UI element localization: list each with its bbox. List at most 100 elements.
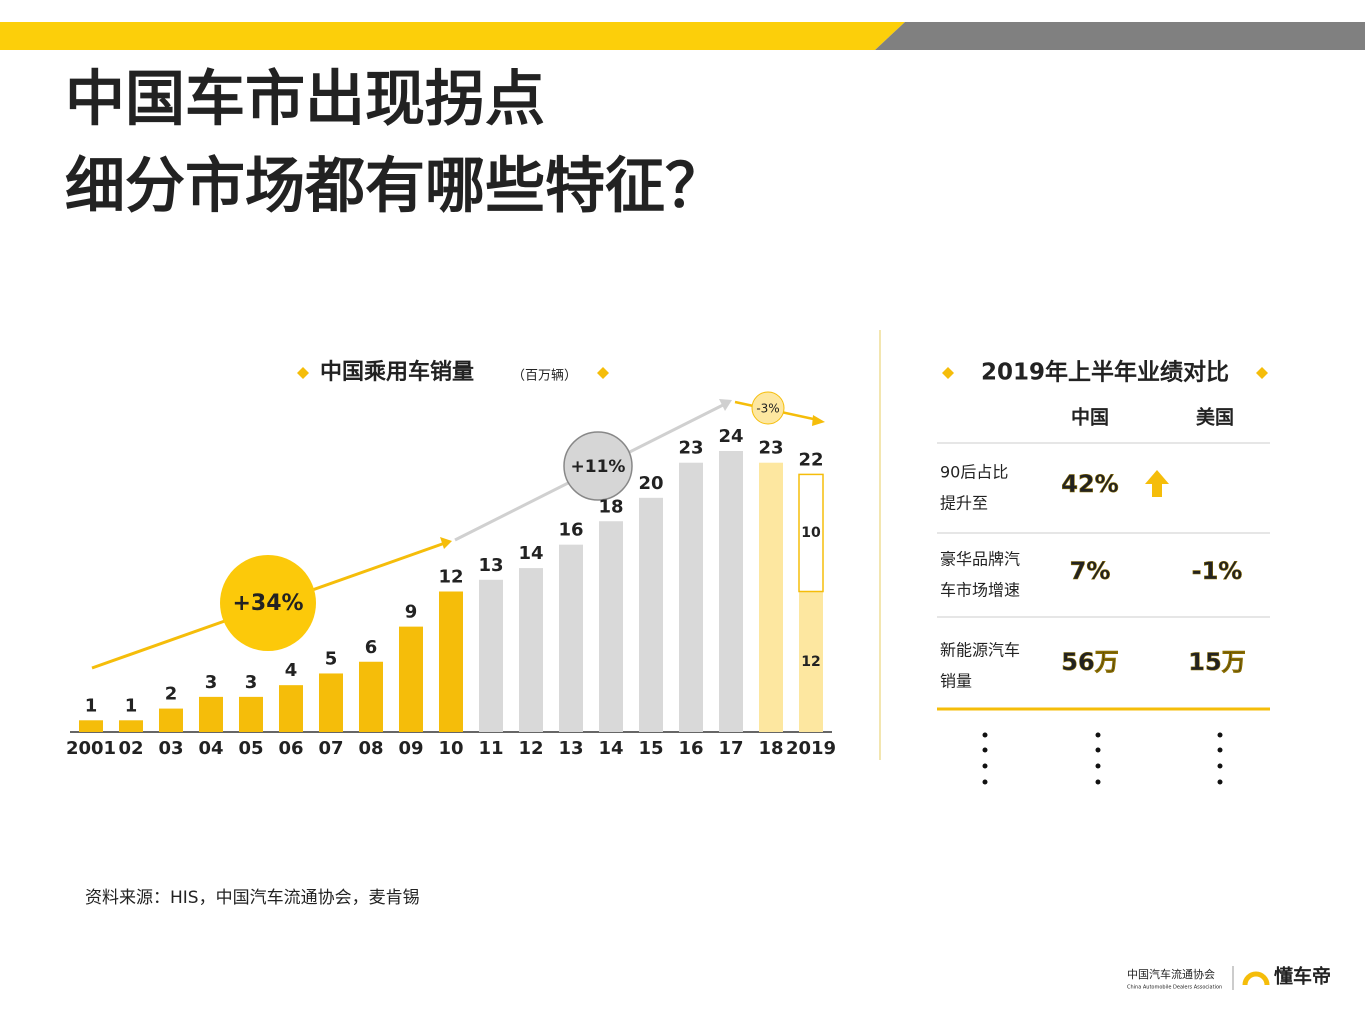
bar [599,521,623,732]
bar [159,708,183,732]
bar [119,720,143,732]
bar [399,626,423,732]
x-tick-label: 15 [638,738,663,759]
value-label: 24 [718,426,743,447]
value-label: 5 [325,648,338,669]
ellipsis-dots [982,732,1223,785]
slide-title: 细分市场都有哪些特征？ [65,152,725,222]
x-tick-label: 07 [318,738,343,759]
up-arrow-icon [1145,470,1169,497]
value-label: 23 [678,438,703,459]
slide-title: 中国车市出现拐点 [65,65,545,135]
value-label: 20 [638,473,663,494]
diamond [597,367,609,379]
bar [319,673,343,732]
table-title: 2019年上半年业绩对比 [981,359,1229,386]
diamond [297,367,309,379]
association-name: 中国汽车流通协会 [1127,967,1215,981]
value-label: 6 [365,637,378,658]
x-tick-label: 03 [158,738,183,759]
source-note: 资料来源：HIS，中国汽车流通协会，麦肯锡 [85,888,420,908]
row-label: 车市场增速 [940,581,1020,600]
x-tick-label: 06 [278,738,303,759]
x-tick-label: 16 [678,738,703,759]
x-tick-label: 11 [478,738,503,759]
bar [759,462,783,732]
chart-title: 中国乘用车销量 [320,359,474,385]
annotation-bubble [220,555,316,651]
arrowhead [719,399,732,411]
segment-label: 10 [801,525,821,541]
bar [279,685,303,732]
annotation-bubble [563,431,633,501]
table-cell: 15万 [1188,648,1245,676]
x-tick-label: 2019 [786,738,836,759]
banner-yellow [0,22,905,50]
value-label: 3 [245,672,258,693]
x-tick-label: 10 [438,738,463,759]
association-name-en: China Automobile Dealers Association [1127,985,1222,991]
value-label: 22 [798,449,823,470]
bar [679,462,703,732]
x-tick-label: 12 [518,738,543,759]
value-label: 23 [758,438,783,459]
value-label: 18 [598,496,623,517]
x-tick-label: 02 [118,738,143,759]
x-tick-label: 09 [398,738,423,759]
bar-segment [798,473,824,593]
column-header: 美国 [1196,406,1234,429]
x-tick-label: 18 [758,738,783,759]
annotation: +34% [232,591,303,616]
annotation-bubble [751,391,785,425]
bar-segment [799,591,823,732]
row-label: 提升至 [940,494,988,513]
x-tick-label: 17 [718,738,743,759]
x-tick-label: 04 [198,738,223,759]
diamond [1256,367,1268,379]
row-label: 豪华品牌汽 [940,550,1020,569]
value-label: 3 [205,672,218,693]
banner-gray [875,22,1365,50]
x-tick-label: 14 [598,738,623,759]
bar [559,544,583,732]
x-tick-label: 13 [558,738,583,759]
value-label: 16 [558,520,583,541]
bar [479,579,503,732]
bar [199,696,223,732]
table-cell: 42% [1061,470,1118,498]
x-tick-label: 05 [238,738,263,759]
bar [519,568,543,732]
bar [359,661,383,732]
row-label: 90后占比 [940,463,1008,482]
value-label: 1 [125,695,138,716]
table-cell: 56万 [1061,648,1118,676]
table-cell: 7% [1070,557,1111,585]
arrowhead [812,415,825,426]
value-label: 9 [405,602,418,623]
row-label: 销量 [940,672,972,691]
row-label: 新能源汽车 [940,641,1020,660]
brand-name: 懂车帝 [1274,965,1331,988]
value-label: 4 [285,660,298,681]
value-label: 13 [478,555,503,576]
chart-unit: （百万辆） [512,369,577,384]
bar [639,497,663,732]
value-label: 14 [518,543,543,564]
x-tick-label: 08 [358,738,383,759]
value-label: 2 [165,684,178,705]
column-header: 中国 [1071,406,1109,429]
bar [79,720,103,732]
bar [239,696,263,732]
diamond [942,367,954,379]
table-cell: -1% [1192,557,1243,585]
x-tick-label: 2001 [66,738,116,759]
arrowhead [440,537,452,549]
value-label: 12 [438,567,463,588]
bar [719,451,743,732]
annotation: +11% [571,457,626,477]
segment-label: 12 [801,654,820,670]
annotation: -3% [756,402,779,416]
brand-icon [1242,971,1270,986]
bar [439,591,463,732]
